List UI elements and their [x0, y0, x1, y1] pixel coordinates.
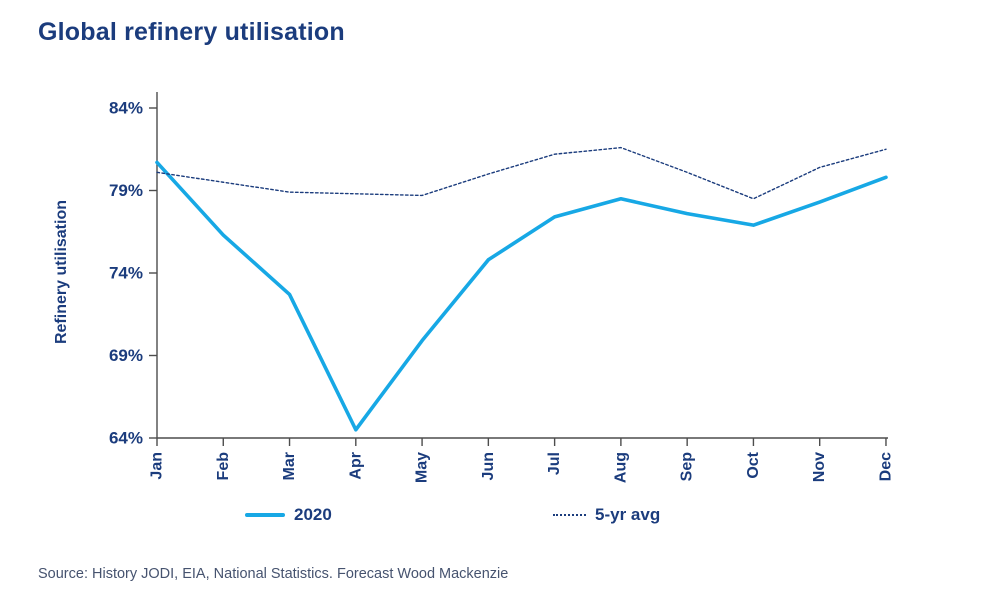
- legend-swatch-solid-line: [245, 513, 285, 517]
- x-tick-label: Jan: [149, 452, 166, 480]
- chart-title: Global refinery utilisation: [38, 18, 345, 46]
- x-tick-label: Nov: [811, 452, 828, 482]
- x-tick-label: Oct: [745, 451, 762, 478]
- x-tick-label: Jul: [546, 452, 563, 475]
- x-tick-label: Feb: [215, 452, 232, 481]
- x-tick-label: Aug: [612, 452, 629, 483]
- x-tick-label: Sep: [679, 452, 696, 482]
- legend-item-2020[interactable]: 2020: [245, 503, 332, 527]
- legend-swatch-dotted-line: [553, 514, 586, 516]
- legend-label-5yr-avg: 5-yr avg: [595, 505, 661, 524]
- x-tick-label: May: [414, 452, 431, 483]
- legend-label-2020: 2020: [294, 505, 332, 524]
- x-tick-label: Dec: [877, 452, 894, 481]
- y-tick-label: 79%: [109, 181, 143, 200]
- chart-legend: 2020 5-yr avg: [0, 503, 1000, 527]
- y-tick-label: 84%: [109, 99, 143, 118]
- source-note: Source: History JODI, EIA, National Stat…: [38, 566, 509, 582]
- y-tick-label: 69%: [109, 346, 143, 365]
- x-tick-label: Apr: [347, 452, 364, 480]
- y-axis-title: Refinery utilisation: [53, 200, 70, 344]
- x-tick-label: Jun: [480, 452, 497, 480]
- legend-item-5yr-avg[interactable]: 5-yr avg: [553, 503, 660, 527]
- y-tick-label: 64%: [109, 429, 143, 448]
- x-tick-label: Mar: [281, 452, 298, 480]
- series-line-5-yr-avg: [156, 146, 887, 200]
- y-tick-label: 74%: [109, 264, 143, 283]
- series-line-2020: [155, 160, 888, 432]
